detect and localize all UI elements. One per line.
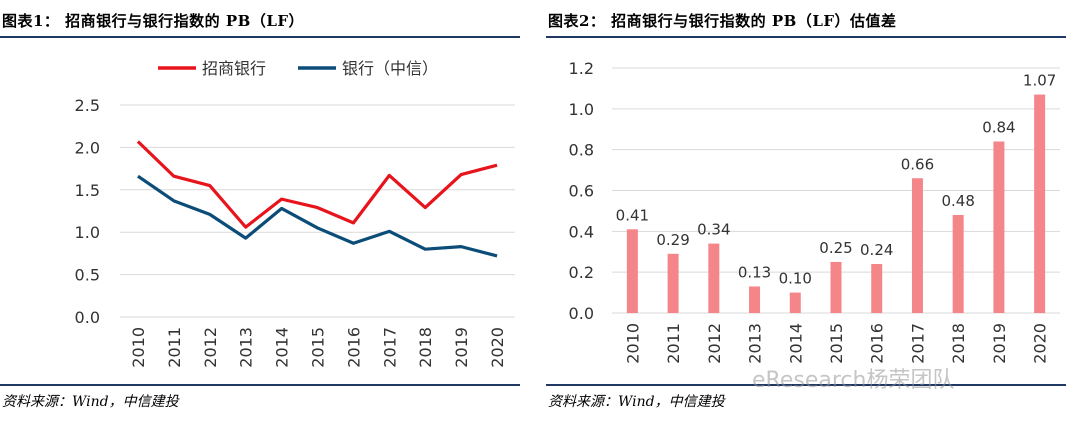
x-tick-label: 2013: [746, 323, 765, 364]
bar-data-label: 0.25: [819, 239, 852, 257]
x-tick-label: 2010: [129, 327, 148, 368]
bar: [667, 253, 679, 313]
x-tick-label: 2013: [237, 327, 256, 368]
watermark-text: eResearch杨荣团队: [752, 368, 955, 393]
bar: [789, 292, 801, 313]
y-tick-label: 0.0: [75, 308, 100, 327]
right-top-rule: [546, 36, 1066, 38]
left-panel: 图表1： 招商银行与银行指数的 PB（LF） 0.0 0.5 1.0 1.5 2.0 2.…: [0, 0, 520, 424]
bar: [911, 178, 923, 313]
y-tick-label: 1.5: [75, 181, 100, 200]
x-tick-label: 2019: [990, 323, 1009, 364]
bar-data-label: 0.48: [941, 192, 974, 210]
bar-data-label: 0.66: [901, 155, 934, 173]
y-tick-label: 1.0: [569, 100, 594, 119]
right-chart-title: 图表2： 招商银行与银行指数的 PB（LF）估值差: [548, 12, 897, 30]
bar: [1034, 94, 1046, 313]
bar-data-label: 0.29: [656, 231, 689, 249]
y-tick-label: 0.0: [569, 304, 594, 323]
left-top-rule: [0, 36, 520, 38]
x-tick-label: 2018: [416, 327, 435, 368]
series-line: [136, 140, 498, 229]
bar-data-label: 0.34: [697, 221, 730, 239]
x-tick-label: 2014: [786, 323, 805, 364]
x-tick-label: 2012: [705, 323, 724, 364]
bar: [708, 243, 720, 313]
y-tick-label: 1.0: [75, 223, 100, 242]
x-tick-label: 2020: [1031, 323, 1050, 364]
legend-label: 银行（中信）: [342, 59, 438, 78]
legend-label: 招商银行: [202, 59, 266, 78]
y-tick-label: 0.8: [569, 141, 594, 160]
x-tick-label: 2016: [868, 323, 887, 364]
bar: [749, 286, 761, 313]
x-tick-label: 2012: [201, 327, 220, 368]
bar-data-label: 0.24: [860, 241, 893, 259]
x-tick-label: 2016: [344, 327, 363, 368]
x-tick-label: 2018: [949, 323, 968, 364]
bar: [952, 215, 964, 313]
bar-data-label: 0.13: [738, 263, 771, 281]
y-tick-label: 0.2: [569, 263, 594, 282]
right-bottom-rule: [546, 384, 1066, 386]
bar-data-label: 0.84: [982, 119, 1015, 137]
right-panel: 图表2： 招商银行与银行指数的 PB（LF）估值差 0.0 0.2 0.4 0.6 0.…: [546, 0, 1066, 424]
bar: [626, 229, 638, 313]
x-tick-label: 2017: [380, 327, 399, 368]
bar: [993, 141, 1005, 313]
x-tick-label: 2015: [827, 323, 846, 364]
y-tick-label: 0.5: [75, 266, 100, 285]
y-tick-label: 0.6: [569, 182, 594, 201]
x-tick-label: 2020: [488, 327, 507, 368]
x-tick-label: 2019: [452, 327, 471, 368]
x-tick-label: 2011: [165, 327, 184, 368]
bar: [871, 264, 883, 313]
left-source-note: 资料来源：Wind，中信建投: [2, 394, 179, 410]
y-tick-label: 2.5: [75, 96, 100, 115]
x-tick-label: 2015: [309, 327, 328, 368]
x-tick-label: 2011: [664, 323, 683, 364]
y-tick-label: 0.4: [569, 222, 594, 241]
x-tick-label: 2010: [623, 323, 642, 364]
line-chart: 0.0 0.5 1.0 1.5 2.0 2.5 2010 2011 2012 2013 2014 20…: [75, 59, 515, 368]
bar: [830, 261, 842, 313]
series-line: [137, 174, 498, 258]
bar-chart: 0.0 0.2 0.4 0.6 0.8 1.0 1.2 0.41 0.29 0.34 0.13 0.1…: [569, 59, 1060, 364]
left-bottom-rule: [0, 384, 520, 386]
x-tick-label: 2017: [908, 323, 927, 364]
bar-data-label: 1.07: [1023, 72, 1056, 90]
right-source-note: 资料来源：Wind，中信建投: [548, 394, 725, 410]
x-tick-label: 2014: [273, 327, 292, 368]
y-tick-label: 2.0: [75, 138, 100, 157]
y-tick-label: 1.2: [569, 59, 594, 78]
bar-data-label: 0.10: [779, 270, 812, 288]
left-chart-title: 图表1： 招商银行与银行指数的 PB（LF）: [2, 12, 305, 30]
bar-data-label: 0.41: [616, 206, 649, 224]
